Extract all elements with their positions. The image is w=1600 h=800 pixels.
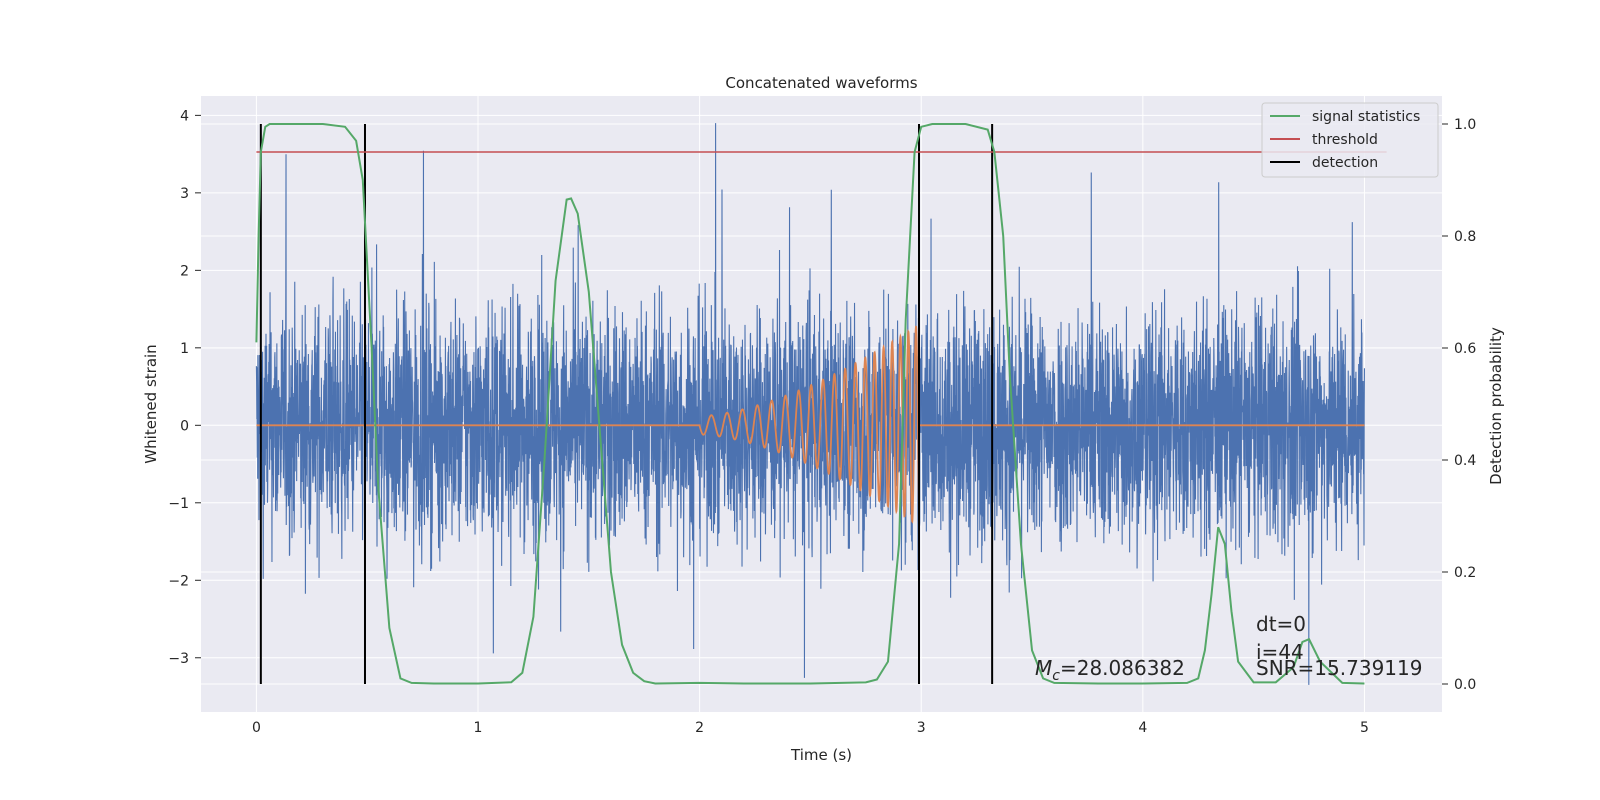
left-tick-label: 1 [180, 341, 189, 357]
right-tick-label: 0.6 [1454, 341, 1476, 357]
chirp-mass-annotation: Mc=28.086382 [1035, 656, 1185, 684]
left-tick-label: −1 [168, 496, 189, 512]
left-axis-ticks: −3 −2 −1 0 1 2 3 4 [168, 108, 201, 667]
legend-item-threshold: threshold [1312, 132, 1378, 148]
legend: signal statistics threshold detection [1261, 102, 1439, 178]
left-tick-label: 3 [180, 186, 189, 202]
index-annotation: i=44 [1256, 640, 1304, 664]
x-tick-label: 3 [917, 720, 926, 736]
legend-box [1261, 102, 1439, 178]
right-tick-label: 0.0 [1454, 677, 1476, 693]
right-y-axis-label: Detection probability [1487, 327, 1505, 485]
x-tick-label: 5 [1360, 720, 1369, 736]
right-tick-label: 1.0 [1454, 117, 1476, 133]
chirp-mass-value: =28.086382 [1060, 656, 1185, 680]
left-tick-label: −3 [168, 651, 189, 667]
legend-item-detection: detection [1312, 155, 1378, 171]
left-tick-label: 4 [180, 108, 189, 124]
right-tick-label: 0.8 [1454, 229, 1476, 245]
chirp-mass-symbol: M [1035, 656, 1052, 680]
right-tick-label: 0.4 [1454, 453, 1476, 469]
signal-statistics-series [255, 123, 1365, 685]
x-tick-label: 1 [474, 720, 483, 736]
x-tick-label: 4 [1138, 720, 1147, 736]
x-tick-label: 2 [695, 720, 704, 736]
right-axis-ticks: 0.0 0.2 0.4 0.6 0.8 1.0 [1442, 117, 1476, 693]
x-tick-label: 0 [252, 720, 261, 736]
detection-series [259, 124, 994, 684]
x-axis-label: Time (s) [790, 746, 852, 764]
left-tick-label: 2 [180, 263, 189, 279]
legend-item-signal-statistics: signal statistics [1312, 109, 1420, 125]
left-tick-label: −2 [168, 573, 189, 589]
left-tick-label: 0 [180, 418, 189, 434]
chirp-mass-subscript: c [1052, 668, 1060, 684]
right-tick-label: 0.2 [1454, 565, 1476, 581]
whitened-strain-series [255, 123, 1365, 685]
x-axis-ticks: 0 1 2 3 4 5 [252, 720, 1369, 736]
chart-title: Concatenated waveforms [725, 74, 917, 92]
injected-waveform-series [256, 325, 1365, 524]
dt-annotation: dt=0 [1256, 612, 1306, 636]
snr-annotation: SNR=15.739119 [1256, 656, 1422, 680]
left-y-axis-label: Whitened strain [142, 344, 160, 463]
